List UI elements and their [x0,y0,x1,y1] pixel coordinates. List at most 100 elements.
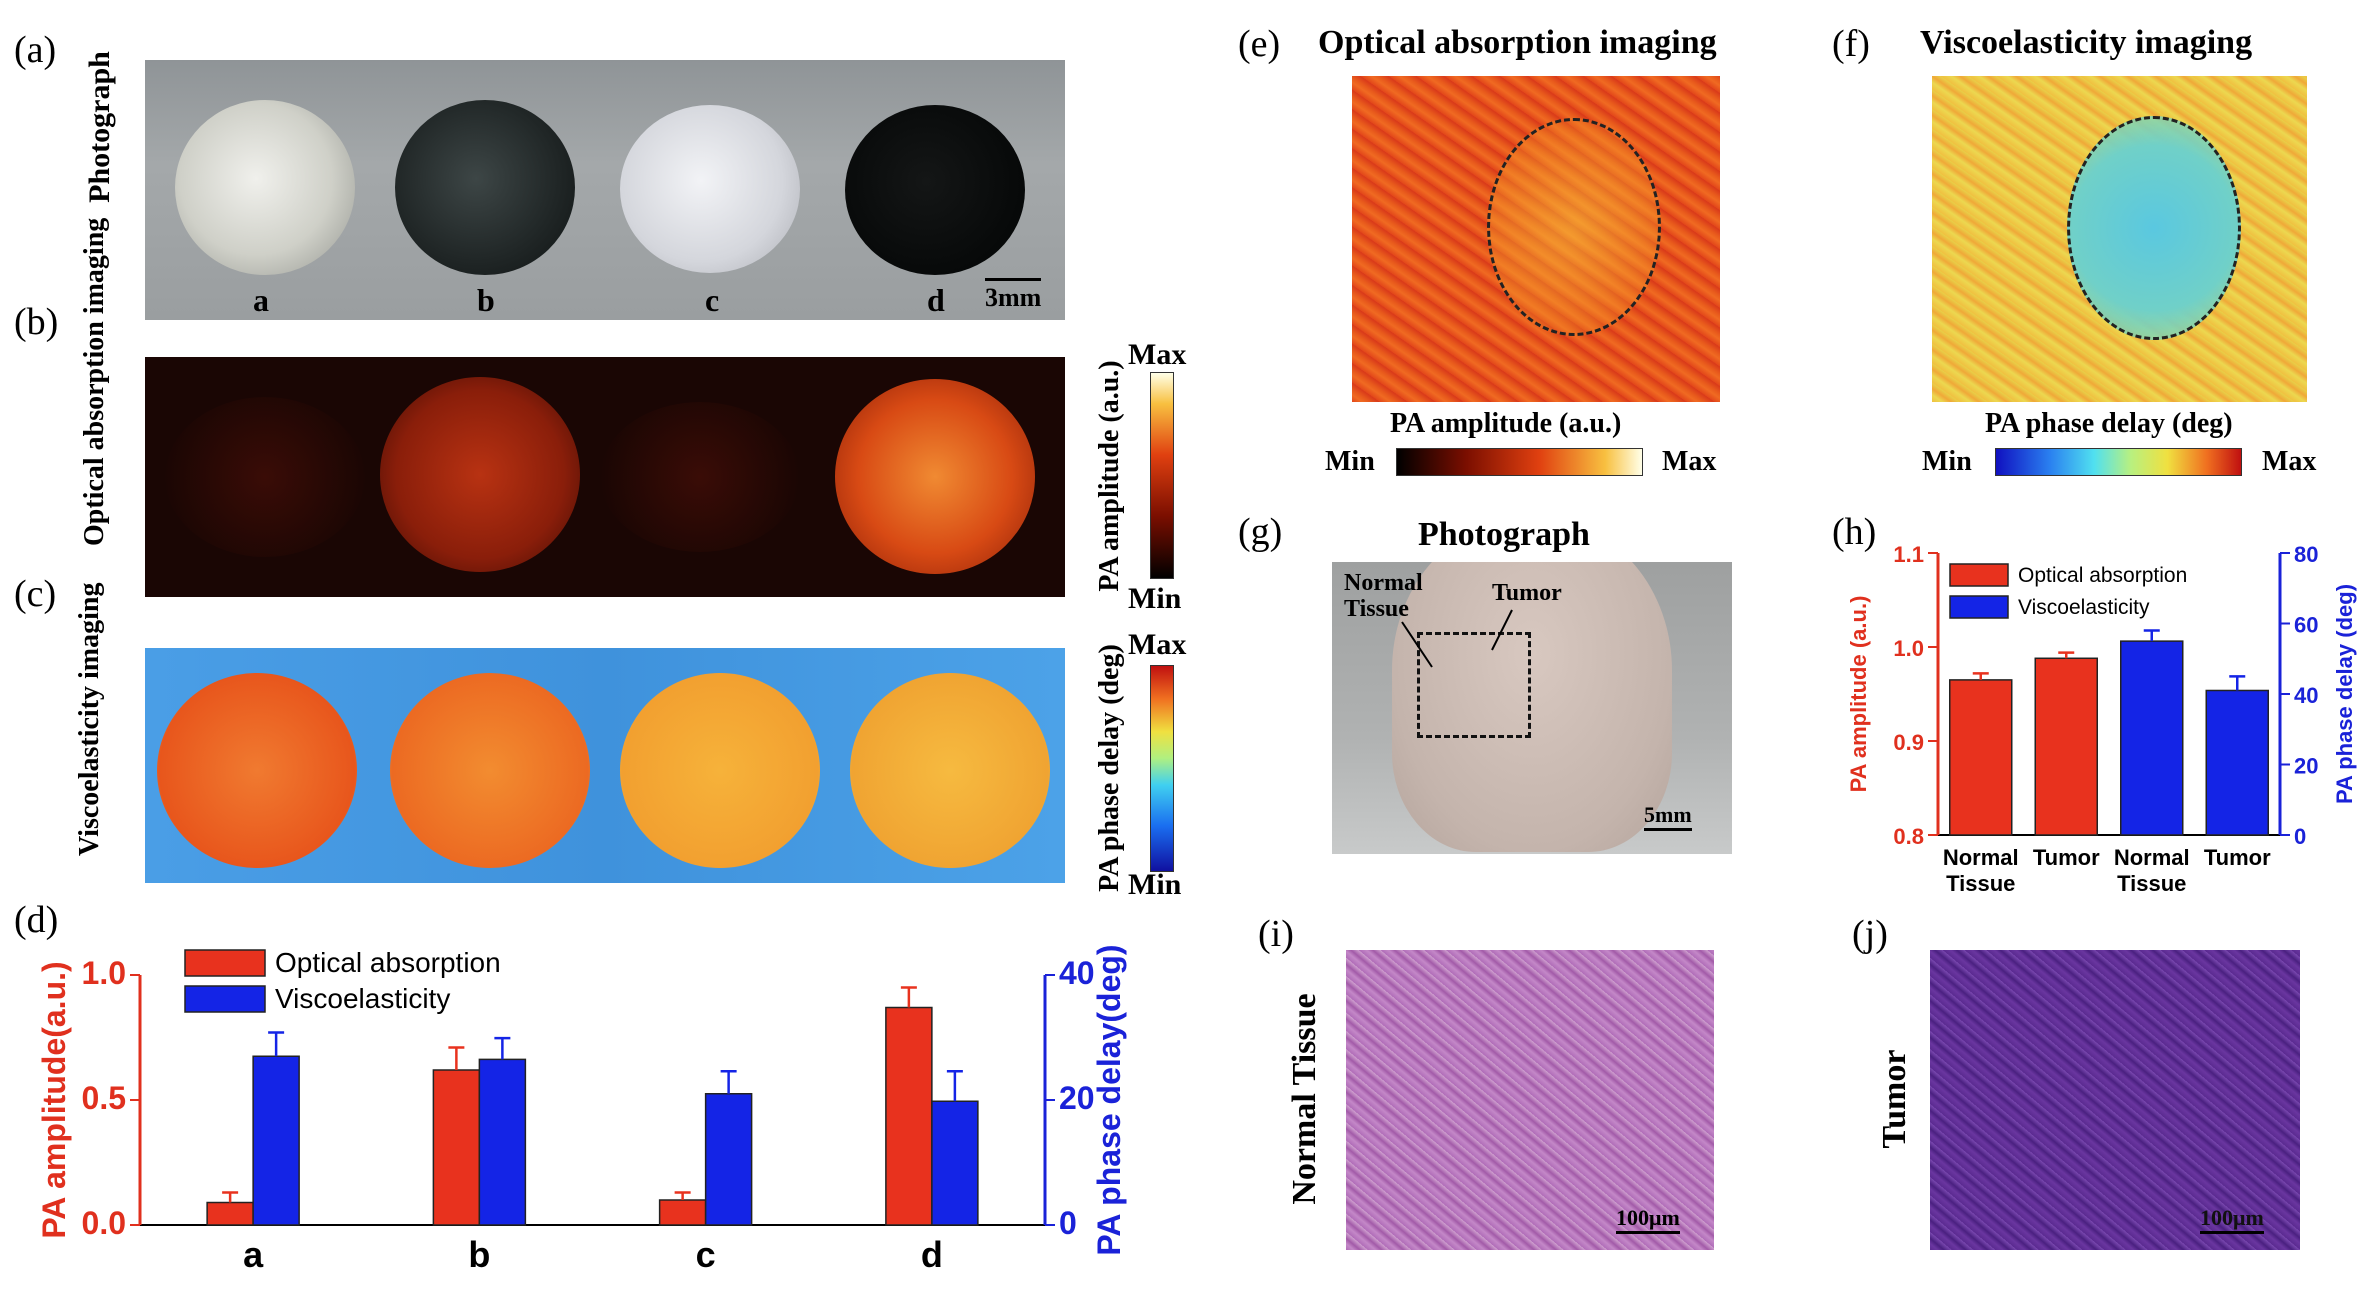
absorption-sample-a [165,397,365,557]
y-tick-label-right: 0 [2294,824,2306,849]
visco-sample-a [157,673,357,868]
panel-i-side-label: Normal Tissue [1286,993,1323,1205]
y-axis-label-left: PA amplitude (a.u.) [1846,596,1871,793]
sample-label-c: c [705,282,720,318]
panel-e-label: (e) [1238,23,1281,65]
sample-label-a: a [253,282,269,318]
annotation-arrows [1401,609,1513,668]
panel-i-label: (i) [1258,913,1294,955]
legend-swatch [1949,563,2009,587]
bar-viscoelasticity [252,1055,300,1226]
colorbar-c-max: Max [1128,628,1187,661]
absorption-sample-d [835,379,1035,574]
panel-a-row-title: Photograph [83,51,116,203]
label-tumor: Tumor [1492,580,1562,606]
scale-bar-100um-j: 100μm [2200,1205,2264,1234]
y-tick-label-right: 20 [1059,1080,1095,1116]
panel-a-label: (a) [14,29,57,71]
bar-optical-absorption [206,1201,254,1226]
bar-viscoelasticity [2120,640,2184,836]
bar-viscoelasticity [931,1100,979,1226]
colorbar-f [1995,448,2242,476]
tumor-viscoelasticity-image [1932,76,2307,402]
legend-label: Viscoelasticity [2018,596,2150,619]
y-axis-label-right: PA phase delay(deg) [1091,944,1127,1255]
legend-swatch [184,985,266,1013]
normal-tissue-histology: 100μm [1346,950,1714,1250]
bar-optical-absorption [1949,679,2013,836]
category-label: Normal [2114,845,2190,870]
y-tick-label-right: 20 [2294,754,2318,779]
optical-absorption-image [145,357,1065,597]
visco-sample-c [620,673,820,868]
panel-h-label: (h) [1832,511,1877,553]
panel-f-min: Min [1922,446,1972,477]
y-tick-label-right: 80 [2294,542,2318,567]
mouse-body [1392,562,1672,852]
category-label: Tissue [2117,871,2186,896]
y-tick-label-left: 0.0 [82,1205,126,1241]
absorption-sample-c [600,402,800,552]
y-tick-label-left: 0.5 [82,1080,126,1116]
visco-sample-b [390,673,590,868]
category-label: Normal [1943,845,2019,870]
colorbar-b-min: Min [1128,582,1182,615]
panel-j-label: (j) [1852,913,1888,955]
category-label: a [243,1234,264,1275]
chart-h: 0.8 0.9 1.0 1.1 0 20 40 60 80 PA amplitude (a.u.)… [1846,542,2357,896]
label-normal-tissue: Normal Tissue [1344,570,1423,622]
panel-e-title: Optical absorption imaging [1318,24,1717,61]
sample-d-drop [845,105,1025,275]
visco-sample-d [850,673,1050,868]
panel-e-colorbar-title: PA amplitude (a.u.) [1390,408,1622,439]
y-tick-label-left: 1.0 [1893,636,1924,661]
bar-viscoelasticity [2205,689,2269,836]
panel-d-label: (d) [14,899,59,941]
legend-label: Optical absorption [275,947,501,978]
sample-c-drop [620,105,800,273]
sample-a-drop [175,100,355,275]
bar-viscoelasticity [478,1058,527,1226]
category-label: d [921,1234,943,1275]
panel-e-min: Min [1325,446,1375,477]
legend-label: Optical absorption [2018,564,2187,587]
panel-f-max: Max [2262,446,2317,477]
colorbar-c-title: PA phase delay (deg) [1094,644,1125,892]
colorbar-b-max: Max [1128,338,1187,371]
arrow-normal [1401,621,1433,668]
tumor-absorption-image [1352,76,1720,402]
y-tick-label-right: 40 [2294,683,2318,708]
panel-g-title: Photograph [1418,516,1590,553]
y-tick-label-left: 0.9 [1893,730,1924,755]
legend-swatch [1949,595,2009,619]
y-tick-label-right: 0 [1059,1205,1077,1241]
tumor-roi-box [1417,632,1531,738]
mouse-photograph: Normal Tissue Tumor 5mm [1332,562,1732,854]
category-label: Tissue [1946,871,2015,896]
y-tick-label-right: 60 [2294,613,2318,638]
panel-b-row-title-text: Optical absorption imaging [79,217,110,546]
bar-optical-absorption [658,1199,707,1226]
colorbar-b-title: PA amplitude (a.u.) [1094,360,1125,592]
panel-f-label: (f) [1832,23,1870,65]
tumor-visco-roi [2067,116,2241,340]
tumor-histology: 100μm [1930,950,2300,1250]
panel-f-colorbar-title: PA phase delay (deg) [1985,408,2233,439]
viscoelasticity-image [145,648,1065,883]
arrow-tumor [1491,609,1513,651]
tumor-absorption-roi [1487,118,1661,336]
panel-b-row-title: Optical absorption imaging [79,218,111,546]
sample-label-b: b [477,282,495,318]
scale-bar-5mm: 5mm [1644,802,1692,831]
legend-swatch [184,949,266,977]
colorbar-c-min: Min [1128,868,1182,901]
panel-c-row-title: Viscoelasticity imaging [74,583,106,856]
scale-bar-100um-i: 100μm [1616,1205,1680,1234]
y-tick-label-left: 1.0 [82,955,126,991]
sample-label-d: d [927,282,945,318]
panel-b-label: (b) [14,301,59,343]
y-tick-label-right: 40 [1059,955,1095,991]
category-label: c [696,1234,716,1275]
bar-viscoelasticity [704,1093,753,1226]
bar-optical-absorption [2034,657,2098,836]
